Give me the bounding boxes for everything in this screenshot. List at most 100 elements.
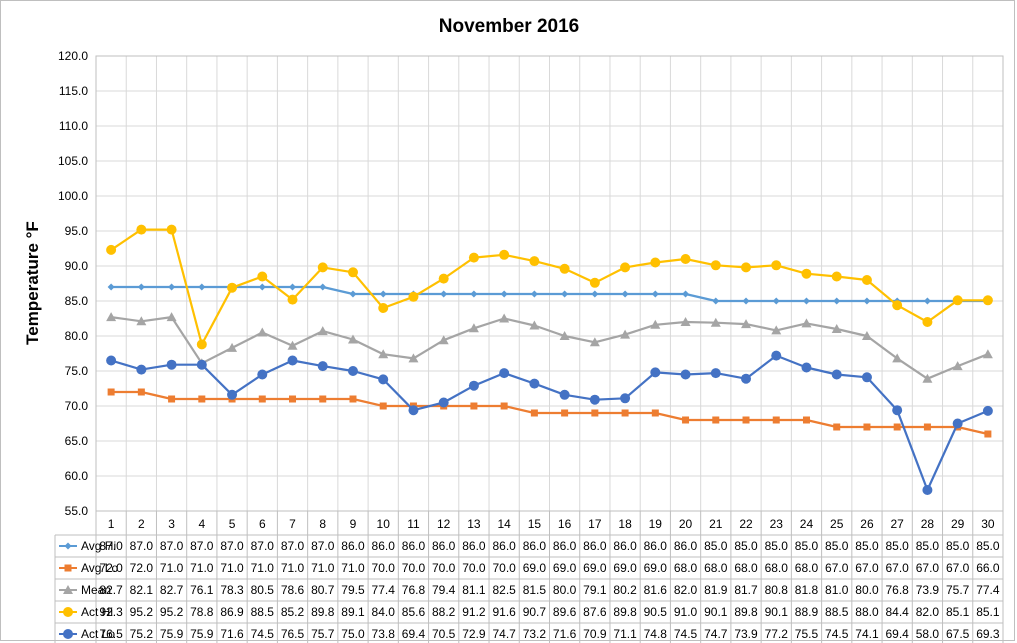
- data-point-mean: [620, 329, 631, 339]
- x-tick-label: 26: [860, 517, 874, 531]
- y-axis-ticks: 55.0 60.0 65.0 70.0 75.0 80.0 85.0 90.0 95.0 100.…: [58, 49, 88, 518]
- data-point-act-lo: [831, 369, 842, 380]
- data-label: 76.1: [190, 583, 214, 597]
- data-point-mean: [106, 312, 117, 322]
- data-label: 86.0: [523, 539, 547, 553]
- data-label: 81.5: [523, 583, 547, 597]
- series-avg-hi: [107, 283, 992, 305]
- data-point-act-hi: [559, 263, 570, 274]
- x-tick-label: 29: [951, 517, 965, 531]
- data-point-avg-hi: [168, 283, 176, 291]
- data-label: 68.0: [795, 561, 819, 575]
- y-tick-label: 55.0: [65, 504, 89, 518]
- data-point-avg-hi: [349, 290, 357, 298]
- data-label: 88.5: [825, 605, 849, 619]
- data-label: 73.8: [372, 627, 396, 641]
- data-label: 89.1: [341, 605, 365, 619]
- data-point-act-hi: [710, 260, 721, 271]
- data-label: 69.0: [583, 561, 607, 575]
- data-label: 87.0: [220, 539, 244, 553]
- data-label: 86.0: [613, 539, 637, 553]
- series-line-avg-lo: [111, 390, 989, 436]
- data-label: 91.6: [492, 605, 516, 619]
- y-axis-label: Temperature °F: [23, 221, 42, 345]
- data-label: 75.9: [190, 627, 214, 641]
- data-point-mean: [166, 312, 177, 322]
- data-point-avg-lo: [349, 395, 357, 403]
- legend-label: Avg Hi: [81, 539, 116, 553]
- data-label: 80.5: [251, 583, 275, 597]
- legend-marker: [63, 629, 73, 639]
- data-label: 71.6: [553, 627, 577, 641]
- data-label: 69.0: [553, 561, 577, 575]
- data-point-act-lo: [378, 374, 389, 385]
- x-tick-label: 3: [168, 517, 175, 531]
- data-label: 68.0: [734, 561, 758, 575]
- series-layer: [106, 224, 993, 495]
- x-tick-label: 6: [259, 517, 266, 531]
- data-point-avg-lo: [107, 388, 115, 396]
- y-tick-label: 95.0: [65, 224, 89, 238]
- data-label: 74.8: [644, 627, 668, 641]
- data-point-act-lo: [438, 397, 449, 408]
- data-point-avg-hi: [289, 283, 297, 291]
- data-label: 74.5: [825, 627, 849, 641]
- data-label: 71.0: [220, 561, 244, 575]
- data-label: 74.1: [855, 627, 879, 641]
- data-label: 70.0: [372, 561, 396, 575]
- data-label: 68.0: [765, 561, 789, 575]
- data-label: 72.0: [99, 561, 123, 575]
- data-label: 86.0: [553, 539, 577, 553]
- data-label: 95.2: [130, 605, 154, 619]
- x-tick-label: 11: [407, 517, 420, 531]
- data-label: 75.2: [130, 627, 154, 641]
- data-label: 79.4: [432, 583, 456, 597]
- data-point-act-lo: [650, 367, 661, 378]
- data-point-avg-lo: [168, 395, 176, 403]
- y-tick-label: 65.0: [65, 434, 89, 448]
- data-label: 71.0: [341, 561, 365, 575]
- data-point-act-lo: [287, 355, 298, 366]
- data-label: 66.0: [976, 561, 1000, 575]
- data-point-avg-lo: [833, 423, 841, 431]
- data-label: 85.0: [704, 539, 728, 553]
- data-point-avg-hi: [530, 290, 538, 298]
- data-label: 85.0: [765, 539, 789, 553]
- data-point-mean: [589, 337, 600, 347]
- data-point-act-hi: [801, 268, 812, 279]
- data-point-avg-lo: [379, 402, 387, 410]
- data-label: 90.1: [765, 605, 789, 619]
- data-label: 72.9: [462, 627, 486, 641]
- data-label: 68.0: [704, 561, 728, 575]
- data-label: 75.5: [795, 627, 819, 641]
- data-label: 82.7: [160, 583, 184, 597]
- x-tick-label: 20: [679, 517, 693, 531]
- data-label: 89.8: [613, 605, 637, 619]
- x-tick-label: 5: [229, 517, 236, 531]
- data-label: 67.0: [825, 561, 849, 575]
- data-point-mean: [378, 349, 389, 359]
- x-tick-label: 17: [588, 517, 602, 531]
- data-label: 70.0: [462, 561, 486, 575]
- data-label: 86.0: [341, 539, 365, 553]
- legend-marker: [63, 607, 73, 617]
- data-label: 85.0: [886, 539, 910, 553]
- x-tick-label: 7: [289, 517, 296, 531]
- data-label: 86.0: [432, 539, 456, 553]
- data-point-mean: [468, 323, 479, 333]
- data-point-act-hi: [620, 262, 631, 273]
- data-point-avg-hi: [258, 283, 266, 291]
- y-tick-label: 75.0: [65, 364, 89, 378]
- data-label: 77.4: [976, 583, 1000, 597]
- data-label: 88.2: [432, 605, 456, 619]
- legend-key-act-lo: [59, 629, 77, 639]
- data-label: 77.4: [372, 583, 396, 597]
- x-tick-label: 1: [108, 517, 115, 531]
- data-point-mean: [650, 319, 661, 329]
- data-label: 88.9: [795, 605, 819, 619]
- data-label: 81.9: [704, 583, 728, 597]
- data-point-act-hi: [922, 317, 933, 327]
- data-point-mean: [499, 313, 510, 323]
